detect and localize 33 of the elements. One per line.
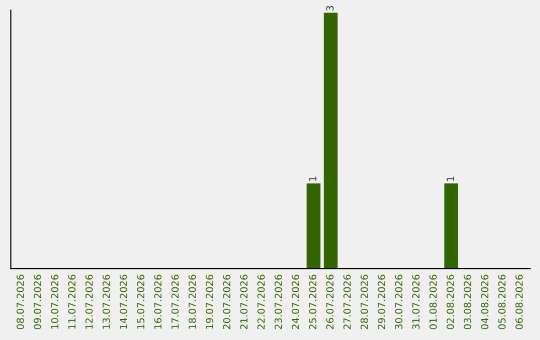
x-tick-label: 04.08.2026 bbox=[481, 274, 488, 330]
x-tick-label: 06.08.2026 bbox=[515, 274, 523, 330]
x-tick-label: 12.07.2026 bbox=[85, 274, 93, 329]
x-tick-label: 21.07.2026 bbox=[240, 274, 248, 330]
x-tick-label: 10.07.2026 bbox=[50, 274, 58, 329]
x-tick-label: 23.07.2026 bbox=[274, 274, 282, 330]
x-tick-label: 22.07.2026 bbox=[257, 274, 265, 330]
data-label: 1 bbox=[309, 176, 316, 181]
x-tick-label: 20.07.2026 bbox=[223, 274, 230, 330]
x-tick-label: 15.07.2026 bbox=[136, 274, 144, 329]
x-tick-label: 19.07.2026 bbox=[206, 274, 214, 329]
x-tick-label: 11.07.2026 bbox=[68, 274, 76, 329]
x-tick-label: 05.08.2026 bbox=[498, 274, 506, 330]
x-tick-label: 30.07.2026 bbox=[395, 274, 402, 330]
x-tick-label: 16.07.2026 bbox=[154, 274, 162, 329]
data-label: 1 bbox=[446, 176, 454, 181]
x-tick-label: 08.07.2026 bbox=[16, 274, 24, 330]
x-tick-label: 31.07.2026 bbox=[412, 274, 420, 330]
x-tick-label: 18.07.2026 bbox=[188, 274, 196, 329]
x-tick-label: 27.07.2026 bbox=[343, 274, 351, 330]
x-tick-label: 17.07.2026 bbox=[171, 274, 179, 329]
x-tick-label: 09.07.2026 bbox=[34, 274, 42, 330]
x-tick-label: 25.07.2026 bbox=[309, 274, 316, 330]
x-tick-label: 03.08.2026 bbox=[464, 274, 472, 330]
data-label: 3 bbox=[326, 6, 334, 11]
x-tick-label: 28.07.2026 bbox=[360, 274, 368, 330]
x-tick-label: 14.07.2026 bbox=[120, 274, 128, 329]
x-tick-label: 13.07.2026 bbox=[102, 274, 110, 329]
x-tick-label: 24.07.2026 bbox=[292, 274, 300, 330]
x-tick-label: 29.07.2026 bbox=[378, 274, 386, 330]
x-tick-label: 26.07.2026 bbox=[326, 274, 334, 330]
x-tick-label: 01.08.2026 bbox=[429, 274, 437, 330]
x-tick-label: 02.08.2026 bbox=[446, 274, 454, 330]
